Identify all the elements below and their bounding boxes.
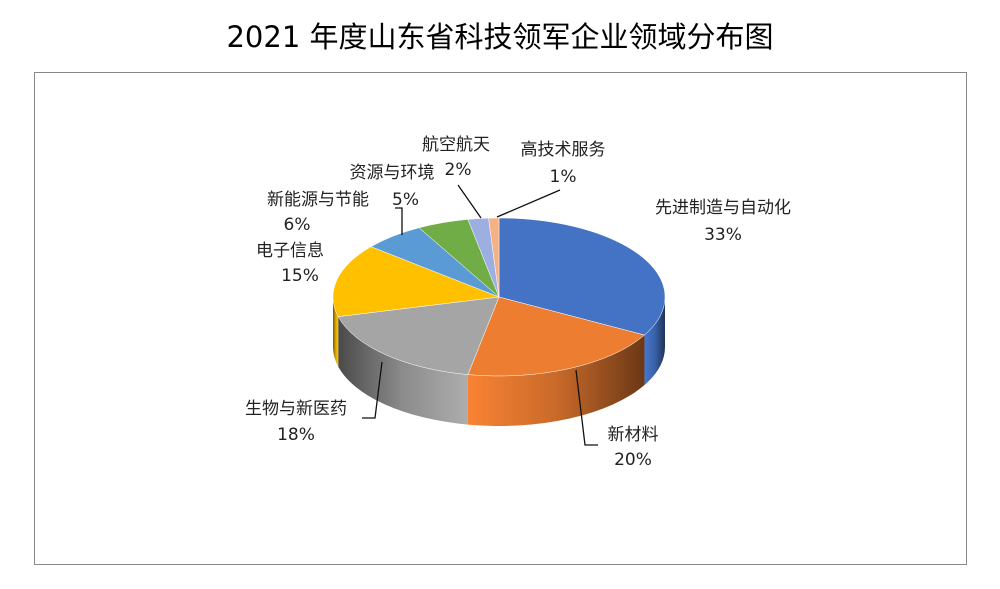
data-label-category-5: 资源与环境 [350, 163, 435, 183]
data-label-value-1: 20% [614, 450, 652, 470]
pie-slice-1 [467, 296, 645, 377]
pie-slice-7 [488, 217, 500, 298]
data-label-value-5: 5% [392, 190, 419, 210]
data-label-category-2: 生物与新医药 [245, 399, 347, 419]
data-label-value-2: 18% [277, 425, 315, 445]
leader-line-1 [575, 369, 598, 446]
pie-slice-3 [332, 246, 500, 317]
leader-line-6 [457, 184, 482, 219]
data-label-category-0: 先进制造与自动化 [655, 198, 791, 218]
leader-line-7 [496, 189, 561, 218]
data-label-category-4: 新能源与节能 [267, 190, 369, 210]
chart-area-border [34, 72, 967, 565]
data-label-value-6: 2% [445, 160, 472, 180]
pie-side-1 [467, 335, 645, 427]
data-label-value-4: 6% [284, 215, 311, 235]
leader-line-4 [395, 207, 403, 235]
pie-slice-0 [498, 217, 666, 336]
chart-title: 2021 年度山东省科技领军企业领域分布图 [226, 20, 774, 54]
data-label-value-3: 15% [281, 266, 319, 286]
leader-line-2 [362, 361, 383, 419]
data-label-value-7: 1% [550, 167, 577, 187]
pie-side-0 [644, 297, 665, 386]
pie-slice-2 [337, 296, 500, 375]
pie-side-2 [338, 316, 468, 425]
data-label-value-0: 33% [704, 225, 742, 245]
data-label-category-3: 电子信息 [256, 241, 324, 261]
data-label-category-6: 航空航天 [422, 135, 490, 155]
data-label-category-1: 新材料 [608, 425, 659, 445]
data-label-category-7: 高技术服务 [521, 140, 606, 160]
